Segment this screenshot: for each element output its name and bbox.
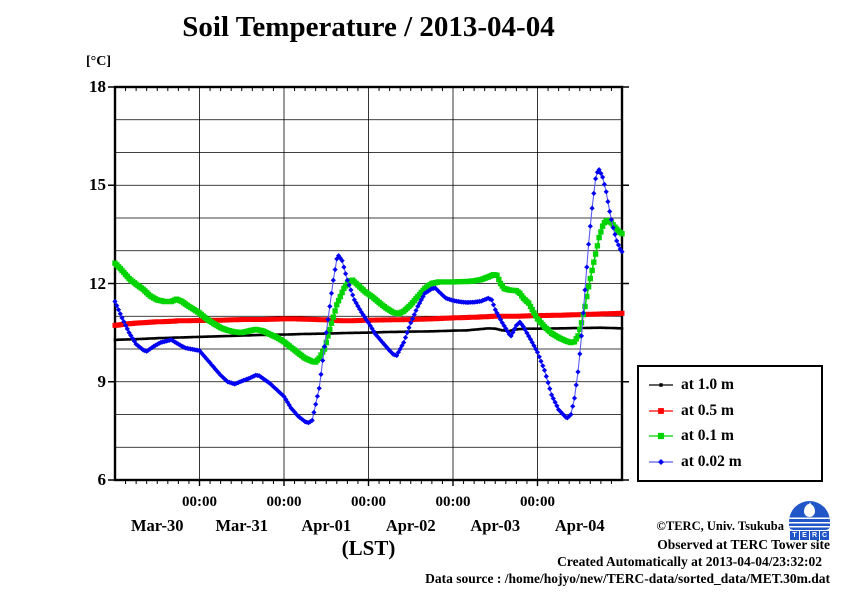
page-title: Soil Temperature / 2013-04-04 — [182, 11, 555, 43]
footer-credit: ©TERC, Univ. Tsukuba — [656, 519, 784, 533]
terc-logo-letter: R — [810, 531, 819, 540]
y-tick-label: 15 — [89, 175, 106, 195]
x-midnight-label: 00:00 — [266, 494, 302, 510]
legend-item-at-0-1-m: at 0.1 m — [648, 427, 817, 445]
legend-marker-at-0-5-m — [649, 407, 673, 414]
terc-logo-drop-icon — [804, 504, 815, 517]
legend-label-at-0-1-m: at 0.1 m — [681, 427, 734, 445]
legend-marker-at-1-0-m — [649, 383, 673, 387]
legend-label-at-1-0-m: at 1.0 m — [681, 375, 734, 393]
legend-label-at-0-02-m: at 0.02 m — [681, 453, 742, 471]
x-midnight-label: 00:00 — [182, 494, 217, 510]
legend-item-at-0-02-m: at 0.02 m — [648, 453, 817, 471]
terc-logo-letter: T — [790, 531, 799, 540]
x-day-label: Mar-31 — [215, 516, 269, 535]
x-day-label: Apr-01 — [301, 516, 352, 535]
y-tick-label: 12 — [89, 273, 106, 293]
x-day-label: Apr-02 — [385, 516, 436, 535]
terc-logo-letter: C — [820, 531, 829, 540]
x-day-label: Apr-03 — [470, 516, 521, 535]
legend-item-at-0-5-m: at 0.5 m — [648, 402, 817, 420]
terc-logo-letter: E — [800, 531, 809, 540]
legend-item-at-1-0-m: at 1.0 m — [648, 376, 817, 394]
y-tick-label: 6 — [97, 470, 107, 489]
terc-logo-waves — [789, 515, 830, 530]
legend-label-at-0-5-m: at 0.5 m — [681, 401, 734, 419]
x-midnight-label: 00:00 — [435, 494, 471, 510]
x-midnight-label: 00:00 — [520, 494, 555, 510]
y-tick-label: 9 — [97, 371, 107, 391]
series-markers-at-1-0-m — [113, 326, 624, 342]
legend: at 1.0 m at 0.5 m at 0.1 m at 0.02 m — [637, 365, 823, 482]
series-markers-at-0-1-m — [112, 217, 625, 365]
x-axis-lst-label: (LST) — [341, 536, 396, 560]
x-day-label: Mar-30 — [130, 516, 184, 535]
y-axis-unit-label: [°C] — [86, 54, 112, 69]
x-midnight-label: 00:00 — [351, 494, 386, 510]
footer-data-source: Data source : /home/hojyo/new/TERC-data/… — [425, 571, 830, 586]
terc-logo-dome — [789, 501, 830, 530]
legend-marker-at-0-1-m — [649, 433, 673, 440]
legend-marker-at-0-02-m — [649, 459, 673, 466]
footer-observed-site: Observed at TERC Tower site — [657, 537, 830, 552]
series-markers-at-0-02-m — [112, 167, 625, 426]
x-day-label: Apr-04 — [554, 516, 605, 535]
y-tick-label: 18 — [89, 77, 106, 96]
plot-border — [113, 85, 624, 482]
footer-created-timestamp: Created Automatically at 2013-04-04/23:3… — [557, 554, 822, 569]
